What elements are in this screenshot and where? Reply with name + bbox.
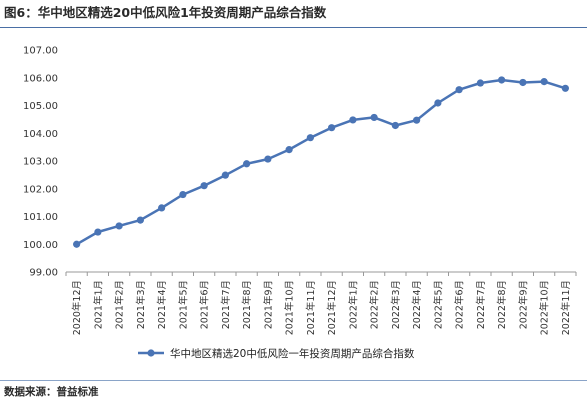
x-tick-label: 2021年3月 xyxy=(135,280,147,329)
x-tick-label: 2021年9月 xyxy=(262,280,274,329)
legend: 华中地区精选20中低风险一年投资周期产品综合指数 xyxy=(138,347,415,360)
x-tick-label: 2021年7月 xyxy=(220,280,232,329)
series-layer xyxy=(73,76,569,248)
y-tick-label: 100.00 xyxy=(23,240,58,251)
y-axis: 99.00 100.00 101.00 102.00 103.00 104.00 105.0… xyxy=(23,46,58,279)
y-tick-label: 104.00 xyxy=(23,129,58,140)
data-point xyxy=(158,204,166,212)
source-note: 数据来源：普益标准 xyxy=(4,386,99,398)
y-tick-label: 101.00 xyxy=(23,212,58,223)
x-tick-label: 2021年10月 xyxy=(284,280,296,335)
data-point xyxy=(94,228,102,236)
x-axis: 2020年12月 2021年1月 2021年2月 2021年3月 2021年4月 2021… xyxy=(65,271,577,335)
y-tick-label: 107.00 xyxy=(23,46,58,57)
data-point xyxy=(115,222,123,230)
data-point xyxy=(200,182,208,190)
line-chart: 99.00 100.00 101.00 102.00 103.00 104.00 105.0… xyxy=(23,46,577,360)
y-tick-label: 99.00 xyxy=(29,268,58,279)
data-point xyxy=(243,160,251,168)
data-point xyxy=(328,124,336,132)
x-tick-label: 2022年3月 xyxy=(390,280,402,329)
x-tick-label: 2020年12月 xyxy=(71,280,83,335)
y-tick-label: 102.00 xyxy=(23,184,58,195)
data-point xyxy=(221,171,229,179)
data-point xyxy=(561,84,569,92)
data-point xyxy=(349,116,357,124)
x-tick-label: 2022年8月 xyxy=(496,280,508,329)
x-tick-label: 2022年10月 xyxy=(539,280,551,335)
legend-label: 华中地区精选20中低风险一年投资周期产品综合指数 xyxy=(170,347,415,360)
data-point xyxy=(370,113,378,122)
x-tick-label: 2022年5月 xyxy=(432,280,444,329)
title-divider xyxy=(0,27,587,28)
x-tick-label: 2021年5月 xyxy=(177,280,189,329)
x-tick-label: 2021年6月 xyxy=(199,280,211,329)
data-point xyxy=(391,121,399,130)
x-tick-label: 2021年2月 xyxy=(114,280,126,329)
data-point xyxy=(476,79,484,87)
y-tick-label: 103.00 xyxy=(23,157,58,168)
x-tick-label: 2022年11月 xyxy=(560,280,572,335)
x-tick-label: 2021年8月 xyxy=(241,280,253,329)
x-tick-label: 2022年1月 xyxy=(347,280,359,329)
data-point xyxy=(285,146,293,154)
x-tick-label: 2021年12月 xyxy=(326,280,338,335)
x-tick-label: 2022年6月 xyxy=(454,280,466,329)
data-point xyxy=(498,76,506,84)
data-point xyxy=(73,240,81,248)
data-point xyxy=(306,134,314,142)
data-point xyxy=(519,78,527,87)
x-tick-label: 2022年2月 xyxy=(369,280,381,329)
y-tick-label: 106.00 xyxy=(23,73,58,84)
x-tick-label: 2022年9月 xyxy=(517,280,529,329)
legend-marker xyxy=(147,349,155,357)
x-tick-label: 2021年1月 xyxy=(92,280,104,329)
data-point xyxy=(179,190,187,199)
data-point xyxy=(136,216,144,224)
data-point xyxy=(264,155,272,163)
x-tick-label: 2022年4月 xyxy=(411,280,423,329)
figure-title: 图6：华中地区精选20中低风险1年投资周期产品综合指数 xyxy=(4,5,327,20)
data-point xyxy=(413,116,421,124)
data-point xyxy=(434,99,442,107)
x-tick-label: 2021年11月 xyxy=(305,280,317,335)
x-tick-label: 2022年7月 xyxy=(475,280,487,329)
y-tick-label: 105.00 xyxy=(23,101,58,112)
source-divider xyxy=(0,380,587,381)
data-point xyxy=(540,78,548,86)
x-tick-label: 2021年4月 xyxy=(156,280,168,329)
data-point xyxy=(455,86,463,94)
series-line xyxy=(75,78,566,246)
